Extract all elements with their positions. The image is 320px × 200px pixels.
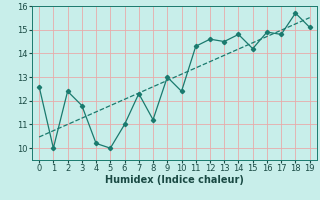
X-axis label: Humidex (Indice chaleur): Humidex (Indice chaleur)	[105, 175, 244, 185]
